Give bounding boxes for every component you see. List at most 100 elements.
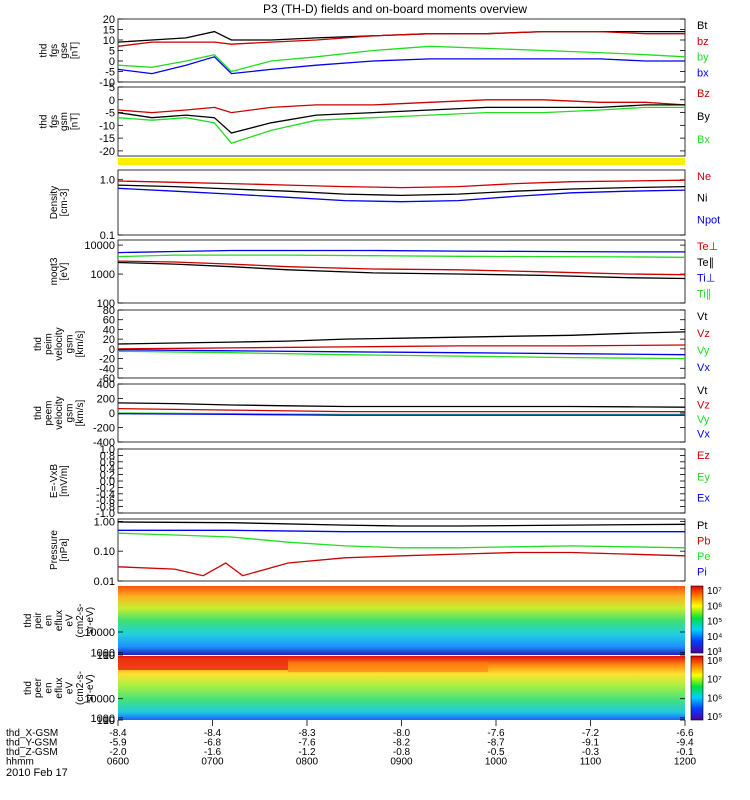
peim-velocity-ylabel: [km/s] <box>75 330 86 357</box>
efield-ytick-label: 0.4 <box>100 463 115 475</box>
peem-velocity-ytick-label: -400 <box>93 437 115 449</box>
peim-velocity-ylabel: thd <box>33 337 44 351</box>
panel-peem-velocity: -400 -200 0 200 400 thd peem velocity gsm [km/s] V… <box>33 379 710 449</box>
efield-legend-ey: Ey <box>697 471 710 483</box>
density-ytick-label: 0.1 <box>100 230 115 242</box>
peem-velocity-ylabel: thd <box>33 406 44 420</box>
temperature-legend-te: Te∥ <box>697 257 714 269</box>
pressure-legend-pb: Pb <box>697 536 710 548</box>
x-axis-annotation: thd_X-GSM -8.4 -8.4 -8.3 -8.0 -7.6 -7.2 -6.6 thd… <box>6 720 697 768</box>
peim-velocity-series-vz <box>117 344 686 350</box>
fgs-gse-series-by <box>117 45 686 73</box>
fgs-gsm-series-bz <box>117 99 686 114</box>
fgs-gsm-ytick-label: -15 <box>99 133 115 145</box>
peim-velocity-legend-vt: Vt <box>697 311 707 323</box>
fgs-gse-legend-bx: bx <box>697 67 709 79</box>
density-legend-ni: Ni <box>697 193 707 205</box>
x-row-value: -8.3 <box>298 728 316 739</box>
efield-frame <box>117 448 686 514</box>
peim-velocity-legend-vy: Vy <box>697 345 710 357</box>
pressure-frame <box>117 518 686 582</box>
x-row-value: -8.4 <box>204 728 222 739</box>
x-row-label: hhmm <box>6 757 34 768</box>
temperature-series-te <box>117 261 686 280</box>
x-row-label: thd_Y-GSM <box>6 738 57 749</box>
fgs-gse-ylabel: thd <box>38 44 49 58</box>
x-row-value: -6.8 <box>204 738 222 749</box>
temperature-legend-te: Te⊥ <box>697 241 718 253</box>
density-series-ni <box>117 184 686 197</box>
ion-spectrogram-ytick-label: 10 <box>103 650 115 662</box>
figure-title: P3 (TH-D) fields and on-board moments ov… <box>263 2 527 16</box>
electron-spectrogram-ytick-label: 10 <box>103 715 115 727</box>
temperature-series-ti <box>117 249 685 254</box>
quality-bar <box>118 158 685 165</box>
peem-velocity-ytick-label: 0 <box>109 408 115 420</box>
fgs-gsm-ytick-label: -20 <box>99 146 115 158</box>
fgs-gse-series-bz <box>117 30 685 47</box>
pressure-ylabel: [nPa] <box>59 538 70 562</box>
efield-ytick-label: 0.0 <box>100 476 115 488</box>
fgs-gsm-ylabel: [nT] <box>70 113 81 130</box>
fgs-gsm-legend-bx: Bx <box>697 134 710 146</box>
fgs-gse-frame <box>117 18 686 83</box>
ion-spectrogram-colorbar-label: 10³ <box>707 647 722 658</box>
ion-spectrogram-ylabel: eflux <box>54 610 65 631</box>
peem-velocity-ylabel: velocity <box>54 396 65 429</box>
ion-spectrogram-ytick-label: 1000 <box>91 648 115 660</box>
electron-spectrogram-ytick-label: 100 <box>97 715 115 727</box>
fgs-gse-ytick-label: 0 <box>109 56 115 68</box>
efield-ytick-label: -1.0 <box>96 508 115 520</box>
density-ylabel: Density <box>49 186 60 219</box>
ion-spectrogram-colorbar-label: 10⁶ <box>707 601 722 612</box>
x-row-value: 1200 <box>674 757 697 768</box>
peem-velocity-ytick-label: 400 <box>97 379 115 391</box>
x-row-value: -9.1 <box>582 738 600 749</box>
pressure-ytick-label: 0.01 <box>94 576 115 588</box>
electron-spectrogram-ylabel: thd <box>23 681 34 695</box>
fgs-gse-legend-by: by <box>697 52 709 64</box>
fgs-gse-series-bx <box>117 56 685 75</box>
density-legend-ne: Ne <box>697 171 711 183</box>
peim-velocity-ytick-label: 0 <box>109 344 115 356</box>
density-ylabel: [cm-3] <box>59 188 70 216</box>
fgs-gse-ytick-label: 5 <box>109 46 115 58</box>
ion-spectrogram-ytick-label: 10000 <box>84 627 115 639</box>
fgs-gse-series-bt <box>117 30 685 43</box>
fgs-gsm-frame <box>117 86 686 157</box>
ion-spectrogram-ylabel: thd <box>23 614 34 628</box>
temperature-series-te <box>117 260 686 276</box>
efield-ytick-label: -0.8 <box>96 502 115 514</box>
peim-velocity-frame <box>117 309 686 379</box>
ion-spectrogram-ylabel: eV <box>64 614 75 627</box>
efield-ytick-label: 0.2 <box>100 470 115 482</box>
x-row-value: -0.3 <box>582 747 600 758</box>
pressure-ytick-label: 1.00 <box>94 516 115 528</box>
peem-velocity-ylabel: gsm <box>64 404 75 423</box>
peim-velocity-series-vx <box>117 349 686 356</box>
efield-ytick-label: 1.0 <box>100 444 115 456</box>
density-ytick-label: 1.0 <box>100 175 115 187</box>
peem-velocity-series-vx <box>117 413 685 416</box>
peim-velocity-legend-vz: Vz <box>697 328 710 340</box>
fgs-gse-ylabel: gse <box>59 42 70 59</box>
x-row-value: -8.0 <box>393 728 411 739</box>
fgs-gse-legend-bt: Bt <box>697 20 707 32</box>
peim-velocity-ytick-label: 60 <box>103 315 115 327</box>
electron-spectrogram-ylabel: en <box>44 682 55 693</box>
panel-temperature: 100 1000 10000 moqt3 [eV] Te⊥ Te∥ Ti⊥ Ti∥ <box>49 239 718 310</box>
fgs-gsm-ytick-label: 0 <box>109 95 115 107</box>
temperature-ytick-label: 1000 <box>91 269 115 281</box>
panel-fgs-gsm: -20-15-10-505 thd fgs gsm [nT] Bz By Bx <box>38 82 710 158</box>
x-row-value: -0.8 <box>393 747 411 758</box>
peim-velocity-series-vt <box>117 331 686 345</box>
electron-spectrogram-colorbar-label: 10⁶ <box>707 693 722 704</box>
fgs-gsm-ylabel: fgs <box>49 115 60 128</box>
ion-spectrogram-colorbar-label: 10⁷ <box>707 586 722 597</box>
fgs-gsm-series-bx <box>117 106 685 144</box>
peem-velocity-legend-vz: Vz <box>697 400 710 412</box>
x-row-value: -0.5 <box>487 747 505 758</box>
